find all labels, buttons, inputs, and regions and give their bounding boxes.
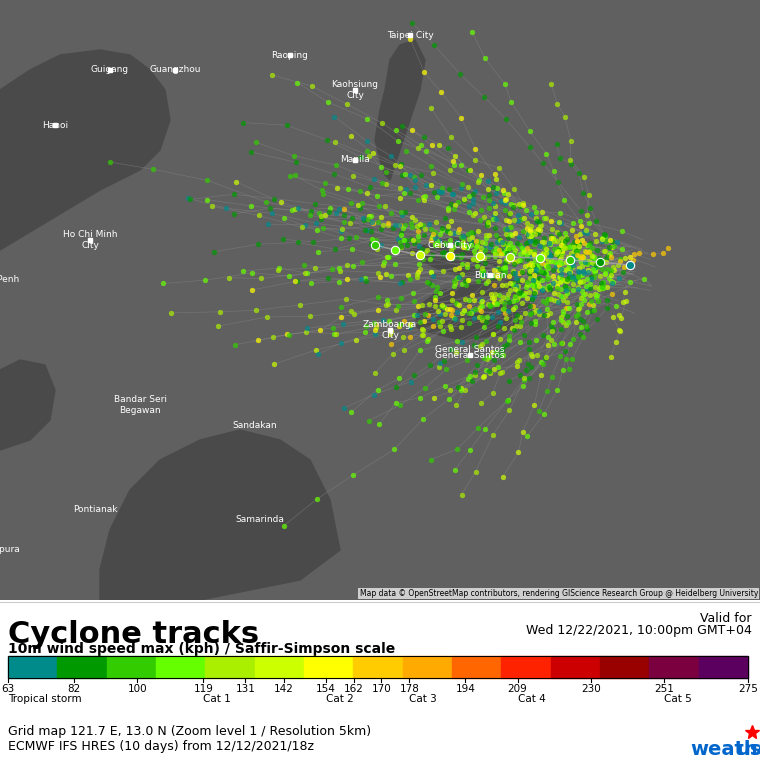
Polygon shape <box>100 430 340 600</box>
Text: 63: 63 <box>2 684 14 694</box>
Text: ECMWF IFS HRES (10 days) from 12/12/2021/18z: ECMWF IFS HRES (10 days) from 12/12/2021… <box>8 740 314 753</box>
Text: om Penh: om Penh <box>0 276 20 284</box>
Bar <box>600 656 649 678</box>
Text: 170: 170 <box>372 684 391 694</box>
Text: 142: 142 <box>274 684 293 694</box>
Text: Zamboanga
City: Zamboanga City <box>363 320 417 340</box>
Text: Manila: Manila <box>340 156 370 164</box>
Text: Butuan: Butuan <box>473 271 506 280</box>
Text: Sandakan: Sandakan <box>233 420 277 429</box>
Polygon shape <box>0 50 170 250</box>
Text: This service is based on data and products of the European Centre for Medium-ran: This service is based on data and produc… <box>8 5 577 15</box>
Text: Bandar Seri
Begawan: Bandar Seri Begawan <box>113 395 166 415</box>
Text: 10m wind speed max (kph) / Saffir-Simpson scale: 10m wind speed max (kph) / Saffir-Simpso… <box>8 642 395 656</box>
Polygon shape <box>0 360 55 450</box>
Text: 82: 82 <box>68 684 81 694</box>
Text: 131: 131 <box>236 684 255 694</box>
Text: General Santos: General Santos <box>435 350 505 359</box>
Text: 251: 251 <box>654 684 674 694</box>
Text: Kaohsiung
City: Kaohsiung City <box>331 81 378 100</box>
Bar <box>57 656 106 678</box>
Bar <box>304 656 353 678</box>
Text: Grid map 121.7 E, 13.0 N (Zoom level 1 / Resolution 5km): Grid map 121.7 E, 13.0 N (Zoom level 1 /… <box>8 725 371 738</box>
Text: 154: 154 <box>315 684 336 694</box>
Text: Cat 3: Cat 3 <box>410 694 437 704</box>
Text: us: us <box>737 740 760 759</box>
Text: Cat 4: Cat 4 <box>518 694 546 704</box>
Text: Cat 1: Cat 1 <box>204 694 231 704</box>
Text: 209: 209 <box>508 684 527 694</box>
Polygon shape <box>410 235 500 280</box>
Bar <box>205 656 255 678</box>
Text: Raoping: Raoping <box>271 50 309 59</box>
Text: Guangzhou: Guangzhou <box>149 65 201 74</box>
Text: 100: 100 <box>128 684 147 694</box>
Polygon shape <box>375 40 425 180</box>
Text: Cyclone tracks: Cyclone tracks <box>8 620 259 649</box>
Bar <box>353 656 403 678</box>
Bar <box>551 656 600 678</box>
Bar <box>452 656 502 678</box>
Text: 275: 275 <box>738 684 758 694</box>
Text: 230: 230 <box>581 684 601 694</box>
Bar <box>106 656 156 678</box>
Text: Guigang: Guigang <box>91 65 129 74</box>
Text: Wed 12/22/2021, 10:00pm GMT+04: Wed 12/22/2021, 10:00pm GMT+04 <box>526 624 752 637</box>
Text: Cat 2: Cat 2 <box>325 694 353 704</box>
Text: weather.: weather. <box>690 740 760 759</box>
Text: Tropical storm: Tropical storm <box>8 694 81 704</box>
Text: Map data © OpenStreetMap contributors, rendering GIScience Research Group @ Heid: Map data © OpenStreetMap contributors, r… <box>359 589 758 598</box>
Text: Jayapura: Jayapura <box>0 546 20 555</box>
Text: Samarinda: Samarinda <box>236 515 284 524</box>
Polygon shape <box>415 275 530 340</box>
Text: 194: 194 <box>455 684 475 694</box>
Text: 119: 119 <box>194 684 214 694</box>
Text: Hanoi: Hanoi <box>42 121 68 129</box>
Text: Cebu City: Cebu City <box>428 240 472 249</box>
Text: Pontianak: Pontianak <box>73 505 117 515</box>
Text: Cat 5: Cat 5 <box>664 694 692 704</box>
Bar <box>156 656 205 678</box>
Bar <box>403 656 452 678</box>
Text: General Santos: General Santos <box>435 346 505 354</box>
Text: Valid for: Valid for <box>701 612 752 625</box>
Bar <box>8 656 57 678</box>
Bar <box>8 656 748 678</box>
Bar <box>502 656 551 678</box>
Bar <box>255 656 304 678</box>
Text: 178: 178 <box>400 684 420 694</box>
Text: 162: 162 <box>344 684 363 694</box>
Bar <box>698 656 748 678</box>
Text: Taipei City: Taipei City <box>387 30 433 40</box>
Bar <box>649 656 698 678</box>
Text: Ho Chi Minh
City: Ho Chi Minh City <box>63 230 117 250</box>
